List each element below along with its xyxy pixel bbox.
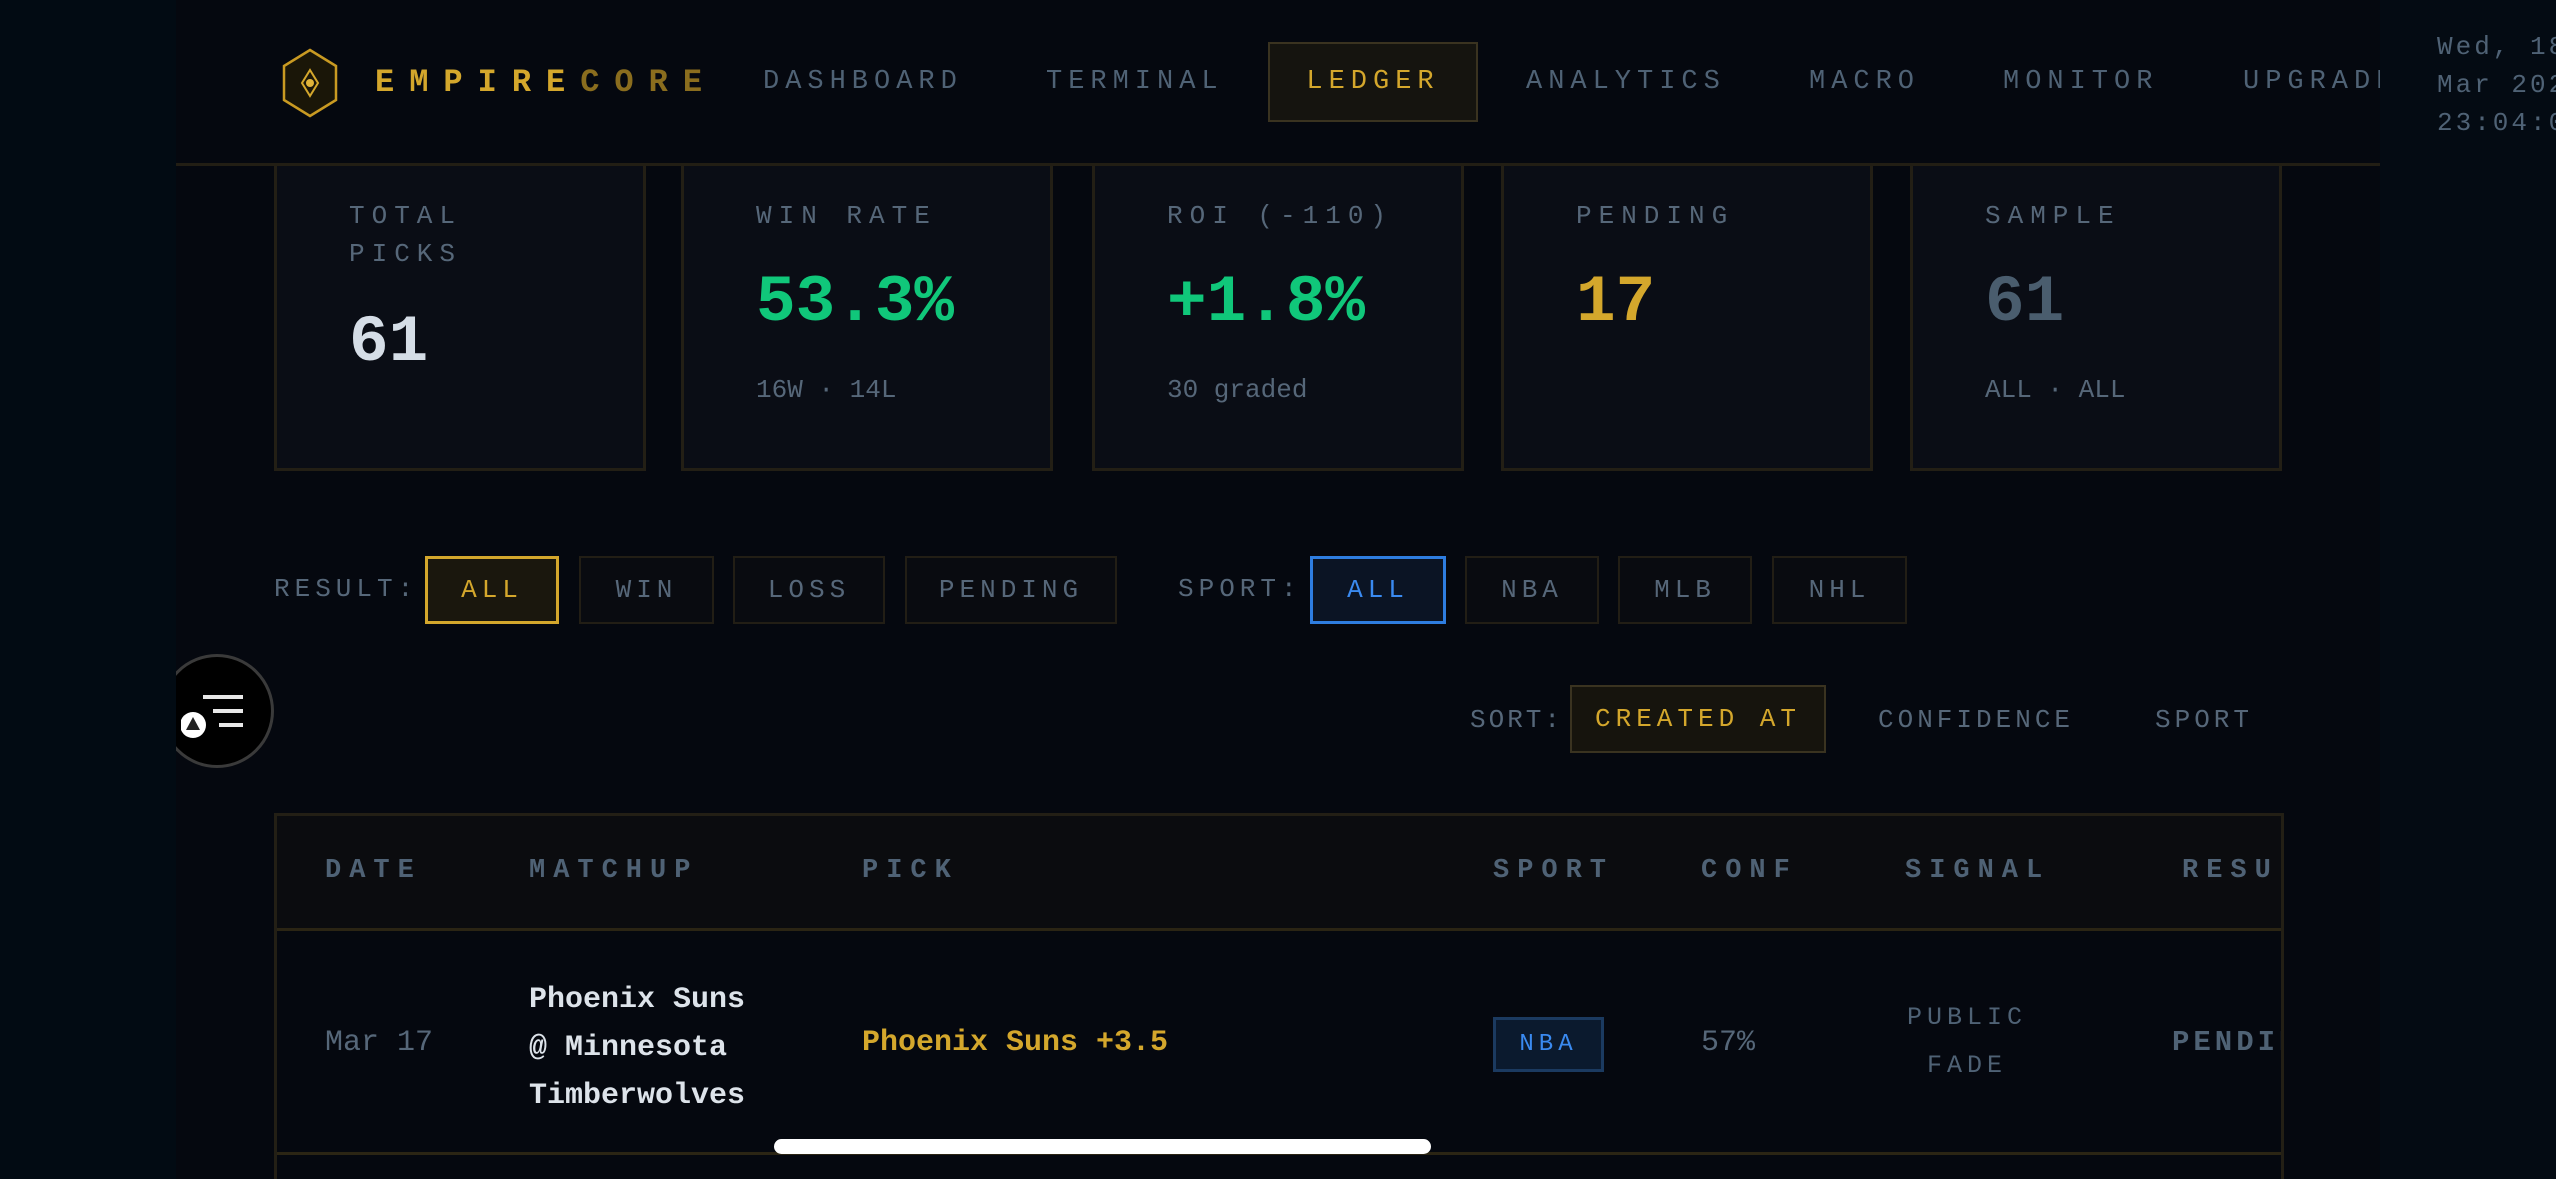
stat-card-pending: PENDING 17 [1501,150,1873,471]
stat-label: SAMPLE [1985,201,2121,231]
sport-badge: NBA [1493,1017,1604,1072]
result-filter-label: RESULT: [274,574,419,604]
nav-analytics[interactable]: ANALYTICS [1526,67,1726,97]
result-filter-pending[interactable]: PENDING [905,556,1117,624]
stat-value: 61 [349,305,429,380]
table-header: DATE MATCHUP PICK SPORT CONF SIGNAL RESU… [277,816,2281,931]
floating-filter-button[interactable] [176,654,274,768]
stat-sub: ALL · ALL [1985,375,2126,405]
col-matchup[interactable]: MATCHUP [529,856,699,886]
brand-empire: EMPIRE [375,64,581,101]
stat-card-sample: SAMPLE 61 ALL · ALL [1910,150,2282,471]
result-filter-loss[interactable]: LOSS [733,556,885,624]
cell-pick: Phoenix Suns +3.5 [862,1026,1169,1060]
cell-result: PENDING [2172,1026,2281,1059]
brand-name[interactable]: EMPIRECORE [375,64,717,101]
matchup-line: Phoenix Suns [529,983,746,1017]
sport-filter-nhl[interactable]: NHL [1772,556,1907,624]
sort-filter-icon [181,695,243,738]
stat-value: +1.8% [1167,265,1366,340]
datetime-display: Wed, 18 Mar 2026 23:04:00 [2437,28,2556,142]
sort-created-at[interactable]: CREATED AT [1570,685,1826,753]
col-sport[interactable]: SPORT [1493,856,1615,886]
sport-filter-all[interactable]: ALL [1310,556,1446,624]
nav-dashboard[interactable]: DASHBOARD [763,67,963,97]
picks-table: DATE MATCHUP PICK SPORT CONF SIGNAL RESU… [274,813,2284,1179]
top-nav-bar: EMPIRECORE DASHBOARD TERMINAL LEDGER ANA… [176,0,2380,166]
stat-label: WIN RATE [756,201,937,231]
stat-card-total-picks: TOTAL PICKS 61 [274,150,646,471]
sort-label: SORT: [1470,705,1564,735]
home-indicator[interactable] [774,1139,1431,1154]
empirecore-logo-icon [282,48,338,118]
stat-label: TOTAL PICKS [349,201,463,269]
result-filter-all[interactable]: ALL [425,556,559,624]
stat-value: 53.3% [756,265,955,340]
stat-label: ROI (-110) [1167,201,1394,231]
result-filter-win[interactable]: WIN [579,556,714,624]
matchup-line: Timberwolves [529,1079,746,1113]
stat-card-win-rate: WIN RATE 53.3% 16W · 14L [681,150,1053,471]
nav-upgrade[interactable]: UPGRADE [2243,67,2380,97]
sort-confidence[interactable]: CONFIDENCE [1878,705,2075,735]
sport-filter-mlb[interactable]: MLB [1618,556,1752,624]
stat-sub: 16W · 14L [756,375,897,405]
sort-sport[interactable]: SPORT [2155,705,2254,735]
nav-ledger[interactable]: LEDGER [1268,42,1478,122]
signal-line: FADE [1926,1051,2007,1080]
matchup-line: @ Minnesota [529,1031,728,1065]
main-area: TOTAL PICKS 61 WIN RATE 53.3% 16W · 14L … [176,0,2380,1179]
sport-filter-nba[interactable]: NBA [1465,556,1599,624]
col-result[interactable]: RESULT [2182,856,2281,886]
col-pick[interactable]: PICK [862,856,959,886]
stat-card-roi: ROI (-110) +1.8% 30 graded [1092,150,1464,471]
signal-line: PUBLIC [1906,1003,2027,1032]
right-side-panel [2380,0,2556,1179]
cell-signal: PUBLIC FADE [1867,994,2067,1090]
sport-filter-label: SPORT: [1178,574,1302,604]
stat-value: 61 [1985,265,2065,340]
stat-label: PENDING [1576,201,1735,231]
col-date[interactable]: DATE [325,856,422,886]
nav-monitor[interactable]: MONITOR [2003,67,2159,97]
left-edge-strip [0,0,176,1179]
table-row[interactable]: Mar 17 Phoenix Suns @ Minnesota Timberwo… [277,934,2281,1152]
col-conf[interactable]: CONF [1701,856,1798,886]
date-line-2: Mar 2026 [2437,70,2556,100]
nav-macro[interactable]: MACRO [1809,67,1921,97]
cell-date: Mar 17 [325,1026,434,1060]
time-line: 23:04:00 [2437,108,2556,138]
col-signal[interactable]: SIGNAL [1905,856,2051,886]
brand-core: CORE [580,64,718,101]
stat-sub: 30 graded [1167,375,1308,405]
cell-conf: 57% [1701,1026,1756,1060]
nav-terminal[interactable]: TERMINAL [1046,67,1224,97]
cell-matchup: Phoenix Suns @ Minnesota Timberwolves [529,976,745,1120]
date-line-1: Wed, 18 [2437,32,2556,62]
stat-value: 17 [1576,265,1656,340]
